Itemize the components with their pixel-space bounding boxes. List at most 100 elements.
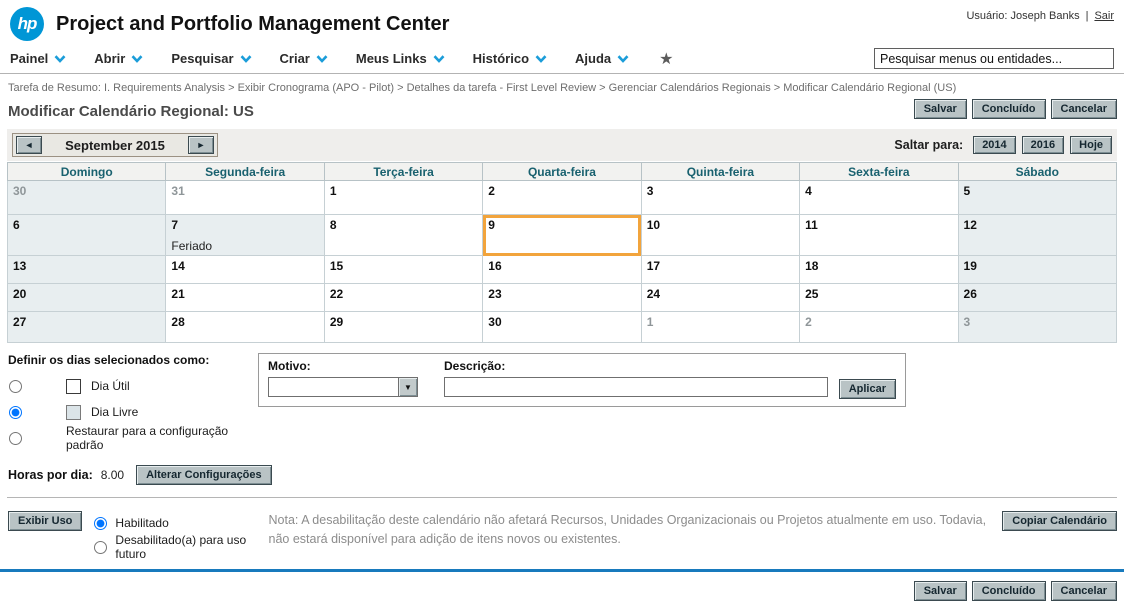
habilitado-label: Habilitado bbox=[115, 516, 169, 530]
calendar-day-cell[interactable]: 2 bbox=[799, 311, 959, 343]
menu-painel[interactable]: Painel bbox=[10, 51, 66, 66]
dia-livre-radio[interactable] bbox=[9, 405, 22, 419]
favorites-star-icon[interactable]: ★ bbox=[659, 50, 674, 68]
day-number: 15 bbox=[329, 259, 344, 273]
calendar-day-cell[interactable]: 2 bbox=[482, 180, 642, 215]
day-type-option: Dia Livre bbox=[8, 399, 258, 425]
desabilitado-radio[interactable] bbox=[94, 540, 108, 554]
day-number: 4 bbox=[805, 184, 812, 198]
day-number: 3 bbox=[646, 184, 654, 198]
calendar-day-cell[interactable]: 30 bbox=[6, 180, 167, 215]
calendar-day-cell[interactable]: 14 bbox=[165, 255, 325, 284]
calendar-day-cell[interactable]: 3 bbox=[640, 180, 801, 215]
calendar-day-cell[interactable]: 23 bbox=[482, 283, 642, 312]
done-button[interactable]: Concluído bbox=[971, 581, 1046, 601]
calendar-day-cell[interactable]: 9 bbox=[482, 214, 642, 256]
day-number: 10 bbox=[646, 218, 661, 232]
chevron-down-icon bbox=[131, 54, 143, 63]
jump-today-button[interactable]: Hoje bbox=[1070, 136, 1112, 154]
calendar-day-cell[interactable]: 25 bbox=[799, 283, 959, 312]
apply-wrap: Aplicar bbox=[838, 379, 896, 399]
calendar-nav-strip: ◄ September 2015 ► Saltar para: 2014 201… bbox=[7, 129, 1117, 161]
calendar-grid: 30 31 1 2 3 4 5 6 7 Feriado 8 9 10 11 12 13 14 15 16 17 18 19… bbox=[6, 180, 1118, 343]
cancel-button[interactable]: Cancelar bbox=[1050, 99, 1117, 119]
calendar-day-cell[interactable]: 28 bbox=[165, 311, 325, 343]
habilitado-radio[interactable] bbox=[94, 516, 108, 530]
calendar-day-cell[interactable]: 31 bbox=[165, 180, 325, 215]
calendar-day-cell[interactable]: 27 bbox=[6, 311, 167, 343]
cancel-button[interactable]: Cancelar bbox=[1050, 581, 1117, 601]
calendar-day-cell[interactable]: 15 bbox=[323, 255, 484, 284]
save-button[interactable]: Salvar bbox=[913, 99, 967, 119]
day-header: Segunda-feira bbox=[165, 162, 325, 181]
day-number: 7 bbox=[171, 218, 179, 232]
jump-year-prev-button[interactable]: 2014 bbox=[973, 136, 1016, 154]
restaurar-radio[interactable] bbox=[9, 431, 22, 445]
calendar-day-cell[interactable]: 11 bbox=[799, 214, 959, 256]
prev-month-button[interactable]: ◄ bbox=[16, 136, 42, 154]
calendar-day-cell[interactable]: 22 bbox=[323, 283, 484, 312]
next-month-button[interactable]: ► bbox=[187, 136, 214, 154]
calendar-day-cell[interactable]: 1 bbox=[640, 311, 801, 343]
calendar-day-cell[interactable]: 6 bbox=[6, 214, 167, 256]
calendar-day-cell[interactable]: 10 bbox=[640, 214, 801, 256]
calendar-day-cell[interactable]: 5 bbox=[957, 180, 1118, 215]
usage-option: Desabilitado(a) para uso futuro bbox=[94, 533, 260, 561]
calendar-day-cell[interactable]: 8 bbox=[323, 214, 484, 256]
calendar-day-cell[interactable]: 17 bbox=[640, 255, 801, 284]
calendar-day-cell[interactable]: 1 bbox=[323, 180, 484, 215]
menu-historico[interactable]: Histórico bbox=[473, 51, 547, 66]
dia-util-radio[interactable] bbox=[9, 379, 22, 393]
calendar-day-cell[interactable]: 21 bbox=[165, 283, 325, 312]
day-number: 20 bbox=[13, 287, 27, 301]
left-arrow-icon: ◄ bbox=[24, 140, 34, 150]
apply-button[interactable]: Aplicar bbox=[838, 379, 896, 399]
calendar-day-cell[interactable]: 18 bbox=[799, 255, 959, 284]
calendar-day-cell[interactable]: 12 bbox=[957, 214, 1118, 256]
calendar-day-cell[interactable]: 7 Feriado bbox=[165, 214, 325, 256]
calendar-day-cell[interactable]: 24 bbox=[640, 283, 801, 312]
jump-year-next-button[interactable]: 2016 bbox=[1021, 136, 1065, 154]
hours-value: 8.00 bbox=[100, 468, 125, 482]
calendar-day-cell[interactable]: 3 bbox=[957, 311, 1118, 343]
menu-search-input[interactable] bbox=[874, 48, 1114, 69]
menu-ajuda[interactable]: Ajuda bbox=[575, 51, 629, 66]
calendar-day-cell[interactable]: 4 bbox=[799, 180, 959, 215]
sign-out-link[interactable]: Sair bbox=[1094, 10, 1114, 22]
calendar-day-cell[interactable]: 13 bbox=[6, 255, 167, 284]
app-title: Project and Portfolio Management Center bbox=[56, 12, 450, 35]
done-button[interactable]: Concluído bbox=[971, 99, 1046, 119]
menu-abrir[interactable]: Abrir bbox=[94, 51, 143, 66]
usage-option: Habilitado bbox=[94, 511, 260, 535]
day-number: 23 bbox=[488, 287, 502, 301]
copy-calendar-button[interactable]: Copiar Calendário bbox=[1002, 511, 1117, 531]
descricao-input[interactable] bbox=[444, 377, 828, 397]
menu-painel-label: Painel bbox=[10, 51, 49, 66]
day-number: 31 bbox=[171, 184, 185, 198]
calendar-day-cell[interactable]: 19 bbox=[957, 255, 1118, 284]
chevron-down-icon bbox=[535, 54, 547, 63]
save-button[interactable]: Salvar bbox=[913, 581, 967, 601]
calendar-day-cell[interactable]: 29 bbox=[323, 311, 484, 343]
menu-meus-links[interactable]: Meus Links bbox=[356, 51, 445, 66]
day-settings-label: Definir os dias selecionados como: bbox=[8, 353, 210, 367]
day-number: 30 bbox=[13, 184, 27, 198]
calendar-day-cell[interactable]: 30 bbox=[482, 311, 642, 343]
calendar-day-cell[interactable]: 20 bbox=[6, 283, 167, 312]
day-number: 16 bbox=[488, 259, 502, 273]
menu-criar[interactable]: Criar bbox=[280, 51, 328, 66]
working-day-swatch bbox=[66, 378, 81, 394]
usage-note: Nota: A desabilitação deste calendário n… bbox=[268, 513, 987, 546]
change-settings-button[interactable]: Alterar Configurações bbox=[136, 465, 272, 485]
menu-pesquisar[interactable]: Pesquisar bbox=[171, 51, 251, 66]
motivo-select[interactable]: ▼ bbox=[268, 377, 418, 397]
calendar-day-cell[interactable]: 16 bbox=[482, 255, 642, 284]
day-number: 24 bbox=[646, 287, 661, 301]
show-usage-button[interactable]: Exibir Uso bbox=[8, 511, 83, 531]
chevron-down-icon bbox=[433, 54, 445, 63]
day-number: 29 bbox=[329, 315, 344, 329]
calendar-day-cell[interactable]: 26 bbox=[957, 283, 1118, 312]
top-action-buttons: Salvar Concluído Cancelar bbox=[913, 99, 1117, 119]
month-navigator: ◄ September 2015 ► bbox=[12, 133, 218, 157]
motivo-label: Motivo: bbox=[268, 359, 311, 373]
